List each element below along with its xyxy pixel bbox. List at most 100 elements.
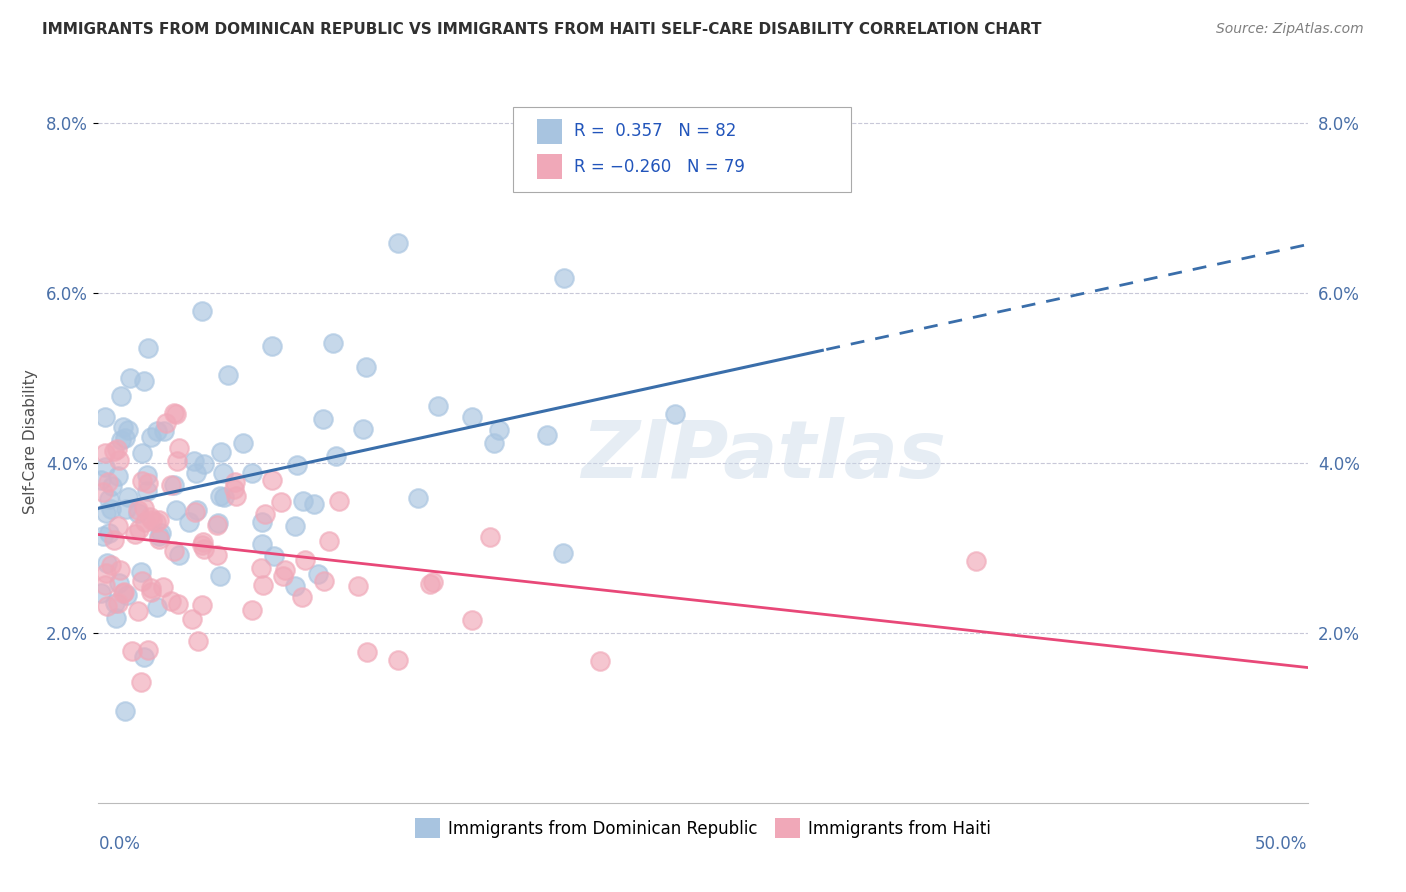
Point xyxy=(107,596,129,610)
Point xyxy=(461,613,484,627)
Point xyxy=(110,433,132,447)
Point xyxy=(291,494,314,508)
Point xyxy=(134,516,156,530)
Point xyxy=(149,525,172,540)
Point xyxy=(328,493,350,508)
Text: R = −0.260   N = 79: R = −0.260 N = 79 xyxy=(574,158,745,176)
Point xyxy=(240,603,263,617)
Point xyxy=(387,236,409,251)
Point xyxy=(325,450,347,464)
Point xyxy=(107,519,129,533)
Point xyxy=(191,304,214,318)
Point xyxy=(184,466,207,480)
Point xyxy=(536,428,558,442)
Point xyxy=(100,558,122,573)
Point xyxy=(139,584,162,599)
Point xyxy=(135,484,157,499)
Point xyxy=(322,335,344,350)
Point xyxy=(96,599,118,613)
Point xyxy=(112,585,135,599)
Point xyxy=(419,577,441,591)
Point xyxy=(153,425,176,439)
Point xyxy=(965,554,987,568)
Point xyxy=(263,549,285,564)
Point xyxy=(274,563,297,577)
Point xyxy=(460,410,482,425)
Point xyxy=(207,516,229,531)
Point xyxy=(214,491,236,505)
Point xyxy=(117,589,139,603)
Point xyxy=(114,704,136,718)
Point xyxy=(250,537,273,551)
Point xyxy=(148,529,170,543)
Point xyxy=(97,492,120,507)
Point xyxy=(186,503,208,517)
Point xyxy=(148,513,170,527)
Point xyxy=(664,407,686,421)
Point xyxy=(346,579,368,593)
Point xyxy=(179,515,201,529)
Point xyxy=(254,507,277,521)
Point xyxy=(114,431,136,445)
Point xyxy=(488,423,510,437)
Point xyxy=(422,574,444,589)
Point xyxy=(127,604,149,618)
Point xyxy=(148,532,170,546)
Text: 50.0%: 50.0% xyxy=(1256,835,1308,854)
Point xyxy=(134,500,156,515)
Point xyxy=(100,502,122,516)
Point xyxy=(224,475,246,489)
Point xyxy=(93,410,115,425)
Point xyxy=(93,460,115,475)
Point xyxy=(117,423,139,437)
Point xyxy=(96,556,118,570)
Point xyxy=(131,474,153,488)
Point xyxy=(318,533,340,548)
Point xyxy=(482,435,505,450)
Point xyxy=(103,443,125,458)
Point xyxy=(193,542,215,557)
Point xyxy=(302,497,325,511)
Legend: Immigrants from Dominican Republic, Immigrants from Haiti: Immigrants from Dominican Republic, Immi… xyxy=(409,812,997,845)
Point xyxy=(145,515,167,529)
Point xyxy=(136,341,159,355)
Point xyxy=(240,466,263,480)
Point xyxy=(294,553,316,567)
Point xyxy=(117,490,139,504)
Point xyxy=(162,544,184,558)
Point xyxy=(129,675,152,690)
Point xyxy=(217,368,239,383)
Point xyxy=(96,566,118,580)
Point xyxy=(128,522,150,536)
Point xyxy=(155,416,177,430)
Point xyxy=(136,643,159,657)
Point xyxy=(131,445,153,459)
Point xyxy=(165,503,187,517)
Point xyxy=(146,424,169,438)
Point xyxy=(160,594,183,608)
Point xyxy=(94,578,117,592)
Point xyxy=(222,482,245,496)
Point xyxy=(110,390,132,404)
Point xyxy=(141,513,163,527)
Point xyxy=(139,430,162,444)
Point xyxy=(307,567,329,582)
Point xyxy=(135,467,157,482)
Point xyxy=(104,611,127,625)
Point xyxy=(91,528,114,542)
Point xyxy=(91,485,114,500)
Point xyxy=(250,515,273,529)
Point xyxy=(167,598,190,612)
Point xyxy=(183,454,205,468)
Point xyxy=(187,634,209,648)
Point xyxy=(129,565,152,579)
Point xyxy=(103,533,125,547)
Point xyxy=(478,530,501,544)
Point xyxy=(284,518,307,533)
Point xyxy=(208,569,231,583)
Point xyxy=(165,407,187,421)
Point xyxy=(426,399,449,413)
Point xyxy=(166,454,188,468)
Point xyxy=(250,561,273,575)
Point xyxy=(160,478,183,492)
